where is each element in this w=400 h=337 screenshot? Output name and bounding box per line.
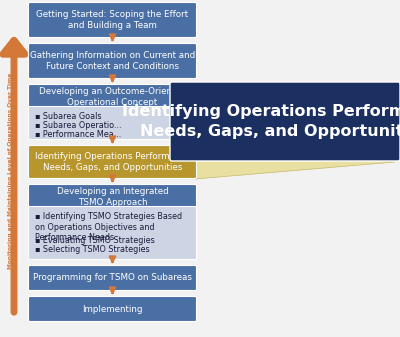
FancyBboxPatch shape <box>28 184 196 210</box>
Text: Identifying Operations Performance
Needs, Gaps, and Opportunities: Identifying Operations Performance Needs… <box>122 104 400 139</box>
Text: ▪ Selecting TSMO Strategies: ▪ Selecting TSMO Strategies <box>35 245 150 254</box>
Text: Getting Started: Scoping the Effort
and Building a Team: Getting Started: Scoping the Effort and … <box>36 10 188 30</box>
Polygon shape <box>195 145 395 179</box>
FancyBboxPatch shape <box>170 82 400 161</box>
FancyBboxPatch shape <box>28 85 196 110</box>
Text: Gathering Information on Current and
Future Context and Conditions: Gathering Information on Current and Fut… <box>30 51 195 71</box>
Text: Developing an Integrated
TSMO Approach: Developing an Integrated TSMO Approach <box>57 187 168 207</box>
Text: Developing an Outcome-Oriented
Operational Concept: Developing an Outcome-Oriented Operation… <box>39 87 186 107</box>
FancyBboxPatch shape <box>28 2 196 37</box>
Text: ▪ Subarea Operatio...: ▪ Subarea Operatio... <box>35 121 122 130</box>
Text: Monitoring and Maintaining Level of Operations Over Time: Monitoring and Maintaining Level of Oper… <box>8 73 14 269</box>
FancyBboxPatch shape <box>28 106 196 140</box>
FancyBboxPatch shape <box>28 266 196 290</box>
Text: Identifying Operations Performance
Needs, Gaps, and Opportunities: Identifying Operations Performance Needs… <box>35 152 190 172</box>
Text: ▪ Identifying TSMO Strategies Based
on Operations Objectives and
Performance Nee: ▪ Identifying TSMO Strategies Based on O… <box>35 212 182 243</box>
FancyBboxPatch shape <box>28 43 196 79</box>
FancyBboxPatch shape <box>28 146 196 179</box>
FancyBboxPatch shape <box>28 207 196 259</box>
FancyBboxPatch shape <box>28 297 196 321</box>
Text: ▪ Subarea Goals: ▪ Subarea Goals <box>35 112 102 121</box>
Text: ▪ Evaluating TSMO Strategies: ▪ Evaluating TSMO Strategies <box>35 236 155 245</box>
Text: Implementing: Implementing <box>82 305 143 313</box>
Text: ▪ Performance Mea...: ▪ Performance Mea... <box>35 130 121 139</box>
Text: Programming for TSMO on Subareas: Programming for TSMO on Subareas <box>33 274 192 282</box>
FancyArrowPatch shape <box>3 40 25 312</box>
